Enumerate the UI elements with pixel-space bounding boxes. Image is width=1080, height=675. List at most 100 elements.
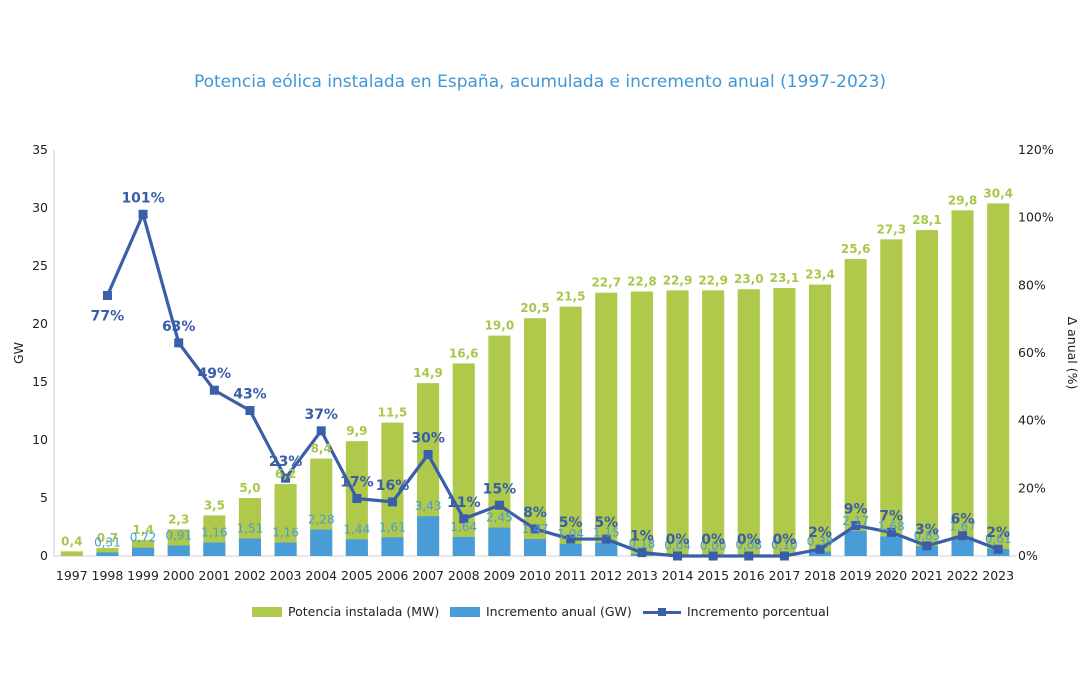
label-increment-2022: 1,67 xyxy=(949,520,976,534)
bar-increment-2022 xyxy=(951,536,974,556)
bar-increment-2000 xyxy=(167,545,190,556)
x-tick-label: 2002 xyxy=(234,568,266,583)
label-increment-2017: 0,10 xyxy=(771,538,798,552)
chart-title: Potencia eólica instalada en España, acu… xyxy=(193,72,887,92)
bar-increment-2004 xyxy=(310,529,333,556)
bar-increment-2009 xyxy=(488,527,511,556)
label-percent-2014: 0% xyxy=(666,532,690,548)
bar-increment-2008 xyxy=(452,536,475,556)
label-total-2013: 22,8 xyxy=(627,275,657,289)
percent-marker-2004 xyxy=(316,426,326,436)
bar-increment-2010 xyxy=(523,538,547,556)
percent-marker-1999 xyxy=(138,209,148,219)
x-tick-label: 1997 xyxy=(56,568,88,583)
x-tick-label: 2023 xyxy=(982,568,1014,583)
label-total-2002: 5,0 xyxy=(239,481,260,495)
bar-total-2017 xyxy=(773,288,796,556)
y-tick-label: 25 xyxy=(32,258,48,273)
y2-axis-title: Δ anual (%) xyxy=(1065,317,1080,390)
percent-marker-2009 xyxy=(494,500,504,510)
bar-increment-2019 xyxy=(844,530,867,556)
legend-label-increment: Incremento anual (GW) xyxy=(486,604,632,619)
label-total-2012: 22,7 xyxy=(591,276,621,290)
label-increment-2021: 0,85 xyxy=(914,529,941,543)
x-tick-label: 1998 xyxy=(92,568,124,583)
label-percent-2007: 30% xyxy=(411,431,445,447)
label-increment-2000: 0,91 xyxy=(165,528,192,542)
x-tick-label: 2009 xyxy=(483,568,515,583)
label-percent-2012: 5% xyxy=(594,515,618,531)
label-increment-2016: 0,08 xyxy=(735,538,762,552)
data-labels: 0,4 0,7 1,4 2,3 3,5 5,0 6,2 8,4 9,9 11,5 14,9 16,6 1… xyxy=(61,186,1013,553)
label-increment-2005: 1,44 xyxy=(343,522,370,536)
label-percent-2010: 8% xyxy=(523,505,547,521)
label-percent-2019: 9% xyxy=(844,502,868,518)
label-increment-1998: 0,31 xyxy=(94,535,121,549)
percent-marker-2018 xyxy=(815,544,825,554)
percent-marker-2020 xyxy=(886,527,896,537)
y2-tick-label: 120% xyxy=(1018,142,1054,157)
bar-total-2016 xyxy=(737,289,760,556)
x-tick-label: 2018 xyxy=(804,568,836,583)
bar-increment-2018 xyxy=(808,551,832,556)
label-total-2003: 6,2 xyxy=(275,467,296,481)
x-tick-label: 2012 xyxy=(590,568,622,583)
label-percent-2011: 5% xyxy=(559,515,583,531)
bar-total-2003 xyxy=(274,484,297,556)
label-increment-2007: 3,43 xyxy=(415,499,442,513)
percent-marker-2001 xyxy=(209,385,219,395)
x-tick-label: 2008 xyxy=(448,568,480,583)
label-increment-2012: 1,15 xyxy=(593,526,620,540)
series-percent-line xyxy=(102,209,1003,561)
label-percent-2017: 0% xyxy=(773,532,797,548)
label-total-1997: 0,4 xyxy=(61,534,82,548)
label-increment-2006: 1,61 xyxy=(379,520,406,534)
percent-marker-2006 xyxy=(387,497,397,507)
label-percent-2021: 3% xyxy=(915,522,939,538)
y-tick-label: 0 xyxy=(40,548,48,563)
y-tick-label: 5 xyxy=(40,490,48,505)
y2-tick-label: 100% xyxy=(1018,210,1054,225)
bar-increment-2012 xyxy=(595,542,618,556)
bar-increment-1998 xyxy=(96,552,119,556)
y2-tick-label: 80% xyxy=(1018,277,1046,292)
percent-marker-2011 xyxy=(566,534,576,544)
label-total-2015: 22,9 xyxy=(698,273,728,287)
bar-increment-2006 xyxy=(381,537,404,556)
x-tick-label: 2016 xyxy=(733,568,765,583)
label-total-2006: 11,5 xyxy=(378,406,408,420)
y2-tick-label: 40% xyxy=(1018,413,1046,428)
x-tick-label: 2000 xyxy=(163,568,195,583)
label-percent-2020: 7% xyxy=(879,508,903,524)
percent-marker-2023 xyxy=(993,544,1003,554)
bar-increment-2011 xyxy=(559,543,582,556)
legend-swatch-increment xyxy=(450,606,480,617)
label-increment-2015: 0,00 xyxy=(700,539,727,553)
label-increment-2009: 2,45 xyxy=(486,511,513,525)
x-tick-label: 2006 xyxy=(377,568,409,583)
x-tick-label: 2022 xyxy=(947,568,979,583)
label-total-2020: 27,3 xyxy=(876,222,906,236)
bar-total-2022 xyxy=(951,210,974,556)
label-percent-2022: 6% xyxy=(951,512,975,528)
label-total-1999: 1,4 xyxy=(132,523,153,537)
percent-marker-1998 xyxy=(102,290,112,300)
axes: 0 5 10 15 20 25 30 35 0% 20% 40% 60% 80% 100% 120% 1997… xyxy=(11,142,1080,583)
bar-total-2010 xyxy=(523,318,547,556)
label-percent-2016: 0% xyxy=(737,532,761,548)
legend-item-increment: Incremento anual (GW) xyxy=(450,604,632,619)
label-total-2017: 23,1 xyxy=(770,271,800,285)
y2-tick-label: 20% xyxy=(1018,480,1046,495)
label-total-2005: 9,9 xyxy=(346,424,367,438)
label-percent-2005: 17% xyxy=(340,474,374,490)
label-percent-2015: 0% xyxy=(701,532,725,548)
label-total-1998: 0,7 xyxy=(97,531,118,545)
y-tick-label: 30 xyxy=(32,200,48,215)
label-increment-2019: 2,17 xyxy=(842,514,869,528)
label-increment-2023: 0,61 xyxy=(985,532,1012,546)
label-increment-2014: 0,04 xyxy=(664,539,691,553)
label-total-2019: 25,6 xyxy=(841,242,871,256)
x-tick-label: 2014 xyxy=(662,568,694,583)
bar-increment-2001 xyxy=(203,542,226,556)
percent-marker-2005 xyxy=(352,493,362,503)
